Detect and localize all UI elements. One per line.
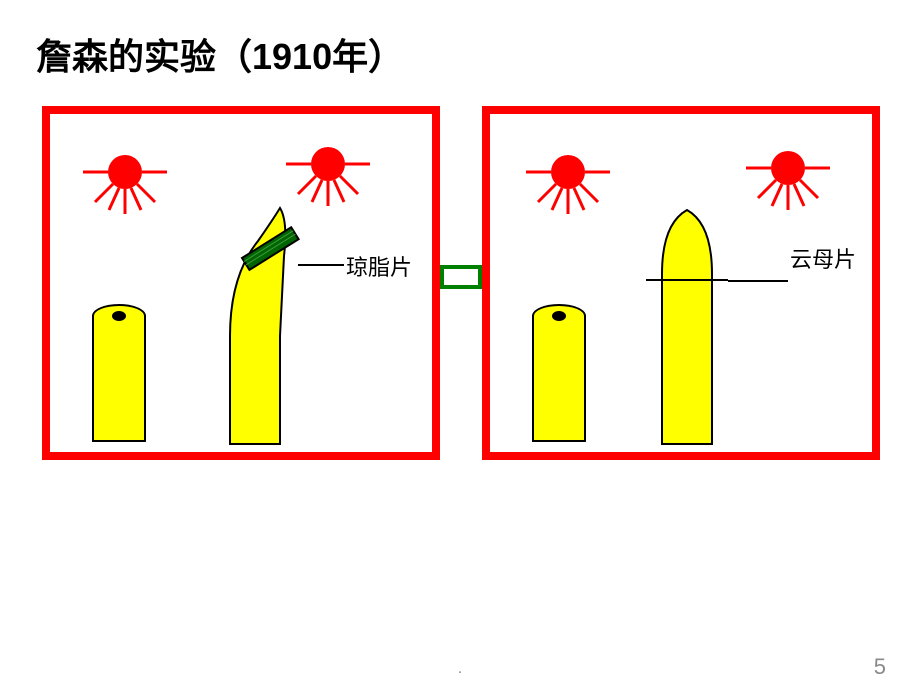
bent-coleoptile xyxy=(190,186,350,456)
page-title: 詹森的实验（1910年） xyxy=(36,28,404,80)
straight-coleoptile xyxy=(642,204,762,454)
sun-icon xyxy=(75,132,195,242)
stub-cut-hole xyxy=(112,311,126,321)
left-panel: 琼脂片 xyxy=(42,106,440,460)
page-number: 5 xyxy=(874,654,886,680)
right-panel: 云母片 xyxy=(482,106,880,460)
footer-dot: . xyxy=(458,660,462,678)
agar-label-leader xyxy=(298,264,344,266)
coleoptile-stub xyxy=(532,304,586,442)
panel-connector xyxy=(440,265,482,289)
agar-label: 琼脂片 xyxy=(346,250,412,282)
sun-icon xyxy=(518,132,638,242)
coleoptile-stub xyxy=(92,304,146,442)
mica-label-leader xyxy=(728,280,788,282)
stub-cut-hole xyxy=(552,311,566,321)
mica-label: 云母片 xyxy=(790,242,856,274)
